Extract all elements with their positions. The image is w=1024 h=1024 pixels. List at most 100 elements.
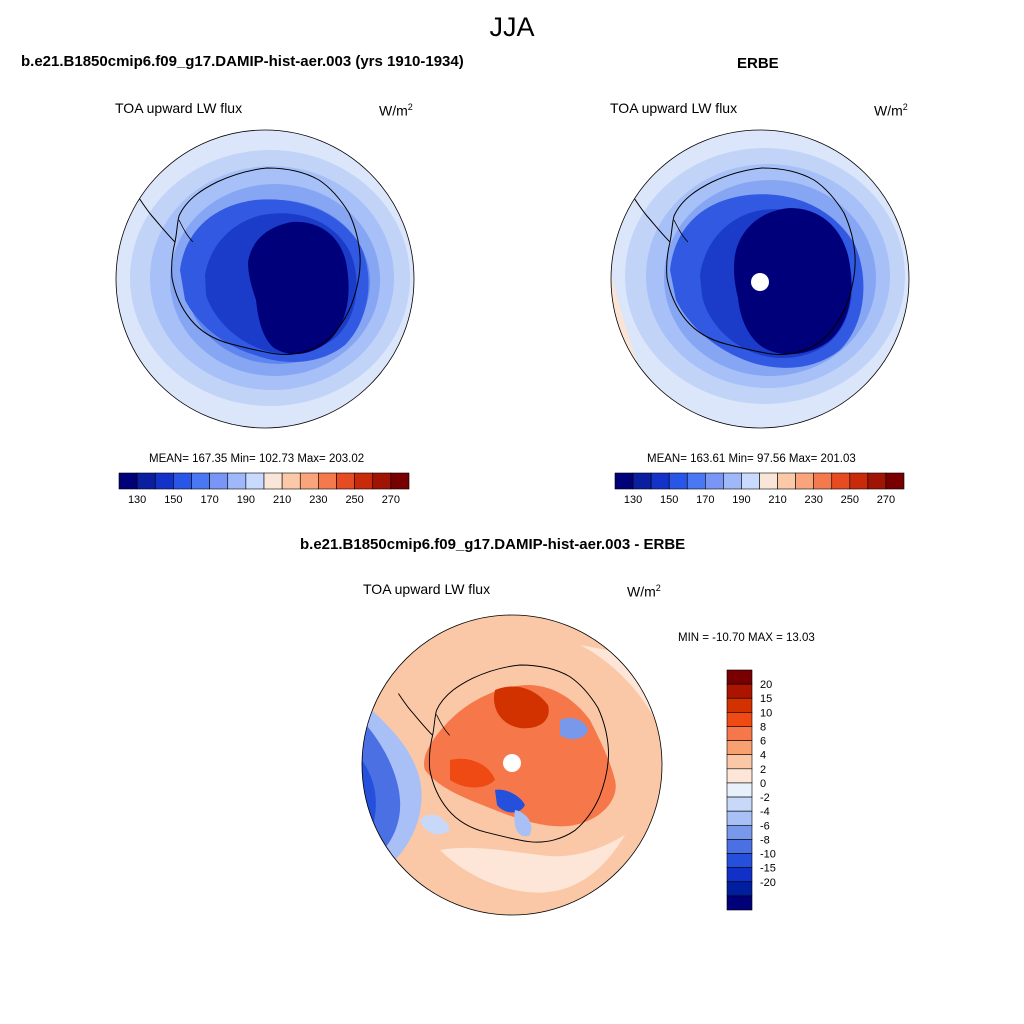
diff-colorbar-box — [726, 853, 753, 868]
season-title: JJA — [489, 12, 535, 42]
diff-colorbar-tick-label: -20 — [760, 877, 776, 889]
model-stats: MEAN= 167.35 Min= 102.73 Max= 203.02 — [149, 453, 365, 465]
model-colorbar-box — [136, 472, 156, 490]
obs-panel-title: ERBE — [737, 55, 779, 72]
diff-colorbar-box — [726, 740, 753, 756]
model-colorbar-box — [245, 472, 265, 490]
model-colorbar-box — [191, 472, 210, 490]
diff-colorbar-box — [726, 867, 753, 883]
obs-colorbar-box — [650, 472, 670, 490]
diff-colorbar-tick-label: 8 — [760, 721, 766, 733]
diff-colorbar-box — [726, 726, 753, 741]
diff-colorbar-tick-label: -8 — [760, 834, 770, 846]
obs-colorbar-tick-label: 270 — [877, 494, 895, 506]
model-colorbar-box — [281, 472, 301, 490]
diff-colorbar-tick-label: -2 — [760, 792, 770, 804]
obs-colorbar-box — [849, 472, 869, 490]
model-colorbar-tick-label: 150 — [164, 494, 182, 506]
diff-panel-title: b.e21.B1850cmip6.f09_g17.DAMIP-hist-aer.… — [300, 536, 686, 553]
obs-polar-hole — [751, 273, 769, 291]
diff-colorbar-tick-label: 20 — [760, 679, 772, 691]
model-polar-map — [116, 130, 414, 428]
obs-colorbar-box — [777, 472, 796, 490]
model-colorbar-box — [336, 472, 355, 490]
obs-colorbar-box — [759, 472, 778, 490]
model-colorbar-box — [318, 472, 337, 490]
diff-colorbar-box — [726, 895, 753, 911]
obs-colorbar-tick-label: 250 — [841, 494, 859, 506]
diff-colorbar-box — [726, 669, 753, 685]
diff-colorbar-box — [726, 697, 753, 713]
model-map-boundary — [115, 129, 415, 429]
model-colorbar-box — [154, 472, 174, 490]
model-variable-label: TOA upward LW flux — [115, 100, 243, 116]
diff-colorbar-box — [726, 839, 753, 854]
diff-colorbar-tick-label: -15 — [760, 863, 776, 875]
diff-colorbar-tick-label: 10 — [760, 707, 772, 719]
diff-colorbar-tick-label: 15 — [760, 693, 772, 705]
obs-map-boundary — [610, 129, 910, 429]
diff-colorbar-box — [726, 768, 753, 784]
diff-colorbar-tick-label: 4 — [760, 750, 766, 762]
diff-colorbar-box — [726, 754, 753, 770]
obs-colorbar-tick-label: 130 — [624, 494, 642, 506]
model-colorbar: 130 150 170 190 210 230 250 270 — [118, 472, 410, 506]
obs-colorbar-box — [668, 472, 688, 490]
model-panel-title: b.e21.B1850cmip6.f09_g17.DAMIP-hist-aer.… — [21, 53, 464, 70]
diff-polar-map — [362, 615, 662, 915]
obs-colorbar-tick-label: 170 — [696, 494, 714, 506]
diff-colorbar-tick-label: -10 — [760, 849, 776, 861]
obs-colorbar-tick-label: 230 — [805, 494, 823, 506]
obs-colorbar: 130 150 170 190 210 230 250 270 — [614, 472, 905, 506]
diff-colorbar-box — [726, 810, 753, 826]
model-colorbar-tick-label: 230 — [309, 494, 327, 506]
obs-colorbar-tick-label: 210 — [768, 494, 786, 506]
model-colorbar-tick-label: 130 — [128, 494, 146, 506]
diff-units-label: W/m2 — [627, 583, 661, 600]
obs-colorbar-box — [741, 472, 760, 490]
model-colorbar-box — [372, 472, 392, 490]
model-colorbar-tick-label: 170 — [200, 494, 218, 506]
model-colorbar-box — [227, 472, 247, 490]
diff-colorbar-box — [726, 683, 753, 699]
diff-colorbar-tick-label: -4 — [760, 806, 770, 818]
diff-map-boundary — [361, 614, 663, 916]
obs-stats: MEAN= 163.61 Min= 97.56 Max= 201.03 — [647, 453, 856, 465]
diff-colorbar-box — [726, 824, 753, 840]
obs-colorbar-box — [686, 472, 706, 490]
obs-colorbar-box — [885, 472, 905, 490]
model-colorbar-tick-label: 270 — [382, 494, 400, 506]
diff-colorbar-tick-label: 2 — [760, 764, 766, 776]
obs-colorbar-box — [867, 472, 887, 490]
obs-colorbar-box — [795, 472, 814, 490]
obs-colorbar-box — [705, 472, 724, 490]
model-colorbar-tick-label: 210 — [273, 494, 291, 506]
model-colorbar-tick-label: 250 — [345, 494, 363, 506]
obs-units-label: W/m2 — [874, 102, 908, 119]
obs-variable-label: TOA upward LW flux — [610, 100, 738, 116]
obs-colorbar-tick-label: 150 — [660, 494, 678, 506]
obs-polar-map — [611, 130, 909, 428]
diff-minmax-stats: MIN = -10.70 MAX = 13.03 — [678, 632, 815, 644]
obs-colorbar-box — [632, 472, 652, 490]
diff-colorbar-box — [726, 782, 753, 798]
diff-colorbar-box — [726, 881, 753, 897]
model-colorbar-box — [209, 472, 229, 490]
model-colorbar-box — [263, 472, 283, 490]
model-units-label: W/m2 — [379, 102, 413, 119]
model-colorbar-box — [390, 472, 410, 490]
diff-variable-label: TOA upward LW flux — [363, 581, 491, 597]
obs-colorbar-box — [723, 472, 742, 490]
diff-colorbar-tick-label: 0 — [760, 778, 766, 790]
model-colorbar-box — [354, 472, 374, 490]
diff-colorbar-tick-label: 6 — [760, 736, 766, 748]
model-colorbar-box — [299, 472, 319, 490]
diff-polar-hole — [503, 754, 521, 772]
model-colorbar-tick-label: 190 — [237, 494, 255, 506]
obs-colorbar-box — [813, 472, 833, 490]
diff-colorbar-box — [726, 712, 753, 727]
obs-colorbar-tick-label: 190 — [732, 494, 750, 506]
diff-colorbar-box — [726, 796, 753, 812]
